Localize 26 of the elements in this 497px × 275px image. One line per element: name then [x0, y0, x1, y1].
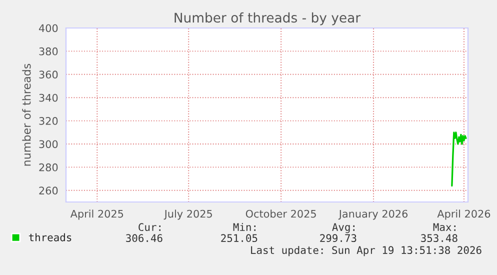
- y-tick-label: 360: [39, 70, 58, 79]
- y-tick-label: 380: [39, 47, 58, 56]
- line-series: [451, 132, 467, 187]
- x-tick-label: October 2025: [246, 210, 316, 218]
- text: 299.73: [320, 234, 356, 242]
- y-tick-label: 280: [39, 163, 58, 172]
- text: Min:: [233, 222, 256, 231]
- y-tick-label: 320: [39, 117, 58, 125]
- y-axis-title: number of threads: [22, 64, 31, 166]
- legend-label: threads: [28, 233, 72, 242]
- x-tick-label: July 2025: [164, 210, 212, 220]
- x-tick-label: January 2026: [338, 210, 408, 220]
- text: Cur:: [138, 223, 160, 232]
- text: 306.46: [126, 234, 162, 242]
- y-tick-label: 300: [39, 140, 58, 148]
- y-tick-label: 260: [39, 186, 58, 195]
- text: Last update: Sun Apr 19 13:51:38 2026: [251, 246, 482, 256]
- y-tick-label: 400: [38, 24, 58, 32]
- text: 251.05: [221, 234, 258, 242]
- x-tick-label: April 2026: [437, 210, 490, 220]
- chart-title: Number of threads - by year: [174, 12, 361, 26]
- text: 353.48: [421, 234, 458, 242]
- x-tick-label: April 2025: [70, 210, 124, 220]
- text: Avg:: [332, 223, 354, 234]
- y-tick-label: 340: [39, 94, 58, 102]
- text: Max:: [433, 223, 456, 232]
